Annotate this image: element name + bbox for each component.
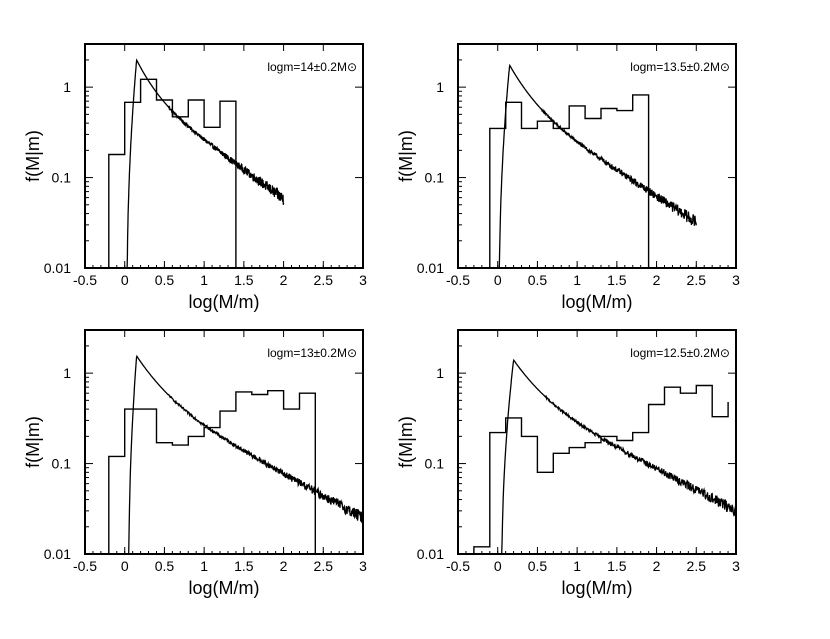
plot-frame [457, 43, 737, 269]
x-tick-label: 3 [732, 272, 740, 288]
x-tick-label: 1 [200, 558, 208, 574]
x-tick-label: 3 [359, 558, 367, 574]
y-tick-label: 0.01 [417, 546, 444, 562]
x-tick-label: 0 [494, 272, 502, 288]
y-tick-label: 0.1 [52, 170, 72, 186]
y-tick-label: 0.01 [44, 260, 71, 276]
x-tick-label: 1.5 [234, 272, 254, 288]
x-tick-label: 2.5 [687, 272, 707, 288]
x-tick-label: 0.5 [528, 558, 548, 574]
y-axis-label: f(M|m) [396, 416, 416, 468]
x-tick-label: 0 [121, 272, 129, 288]
x-tick-label: 1.5 [234, 558, 254, 574]
theory-curve [128, 354, 363, 554]
panel-2: -0.5 0 0.5 1 1.5 2 2.5 3 0.01 0.1 1 logm=13.5±0.2M⊙… [396, 43, 740, 312]
theory-curve [501, 358, 736, 554]
panel-3: -0.5 0 0.5 1 1.5 2 2.5 3 0.01 0.1 1 logm=13±0.2M⊙ lo… [23, 329, 367, 598]
x-tick-label: 1 [573, 272, 581, 288]
y-axis-label: f(M|m) [23, 130, 43, 182]
x-tick-label: 0.5 [155, 558, 175, 574]
x-tick-label: 0 [494, 558, 502, 574]
x-tick-label: 3 [359, 272, 367, 288]
y-axis-label: f(M|m) [396, 130, 416, 182]
x-tick-label: 2.5 [687, 558, 707, 574]
x-tick-label: 2.5 [314, 558, 334, 574]
histogram-series [473, 384, 729, 554]
y-tick-label: 0.1 [52, 456, 72, 472]
x-tick-label: 1.5 [607, 558, 627, 574]
x-tick-label: 0 [121, 558, 129, 574]
x-tick-label: 2.5 [314, 272, 334, 288]
x-tick-label: 2 [653, 272, 661, 288]
histogram-series [108, 390, 316, 554]
x-tick-label: -0.5 [446, 558, 470, 574]
y-tick-label: 1 [63, 365, 71, 381]
mass-annotation: logm=13±0.2M⊙ [267, 346, 357, 360]
x-axis-label: log(M/m) [189, 578, 260, 598]
histogram-series [489, 94, 650, 268]
x-tick-label: 1 [200, 272, 208, 288]
panel-4: -0.5 0 0.5 1 1.5 2 2.5 3 0.01 0.1 1 logm=12.5±0.2M⊙… [396, 329, 740, 598]
x-tick-label: 2 [280, 272, 288, 288]
x-tick-label: 0.5 [528, 272, 548, 288]
mass-annotation: logm=13.5±0.2M⊙ [630, 60, 730, 74]
x-tick-label: 2 [653, 558, 661, 574]
x-axis-label: log(M/m) [562, 578, 633, 598]
y-axis-label: f(M|m) [23, 416, 43, 468]
theory-curve [498, 63, 697, 268]
y-tick-label: 0.1 [425, 456, 445, 472]
y-tick-label: 1 [63, 79, 71, 95]
y-tick-label: 1 [436, 79, 444, 95]
plot-frame [457, 329, 737, 555]
x-tick-label: 0.5 [155, 272, 175, 288]
plot-frame [84, 43, 364, 269]
y-tick-label: 1 [436, 365, 444, 381]
mass-annotation: logm=14±0.2M⊙ [267, 60, 357, 74]
x-tick-label: -0.5 [73, 272, 97, 288]
x-axis-label: log(M/m) [189, 292, 260, 312]
y-tick-label: 0.1 [425, 170, 445, 186]
mass-annotation: logm=12.5±0.2M⊙ [630, 346, 730, 360]
histogram-series [108, 78, 237, 268]
x-tick-label: 2 [280, 558, 288, 574]
plot-frame [84, 329, 364, 555]
x-axis-label: log(M/m) [562, 292, 633, 312]
panel-1: -0.5 0 0.5 1 1.5 2 2.5 3 0.01 0.1 1 logm=14±0.2M⊙ lo… [23, 43, 367, 312]
x-tick-label: 3 [732, 558, 740, 574]
x-tick-label: -0.5 [446, 272, 470, 288]
x-tick-label: 1 [573, 558, 581, 574]
x-tick-label: 1.5 [607, 272, 627, 288]
y-tick-label: 0.01 [417, 260, 444, 276]
x-tick-label: -0.5 [73, 558, 97, 574]
theory-curve [126, 58, 285, 268]
y-tick-label: 0.01 [44, 546, 71, 562]
